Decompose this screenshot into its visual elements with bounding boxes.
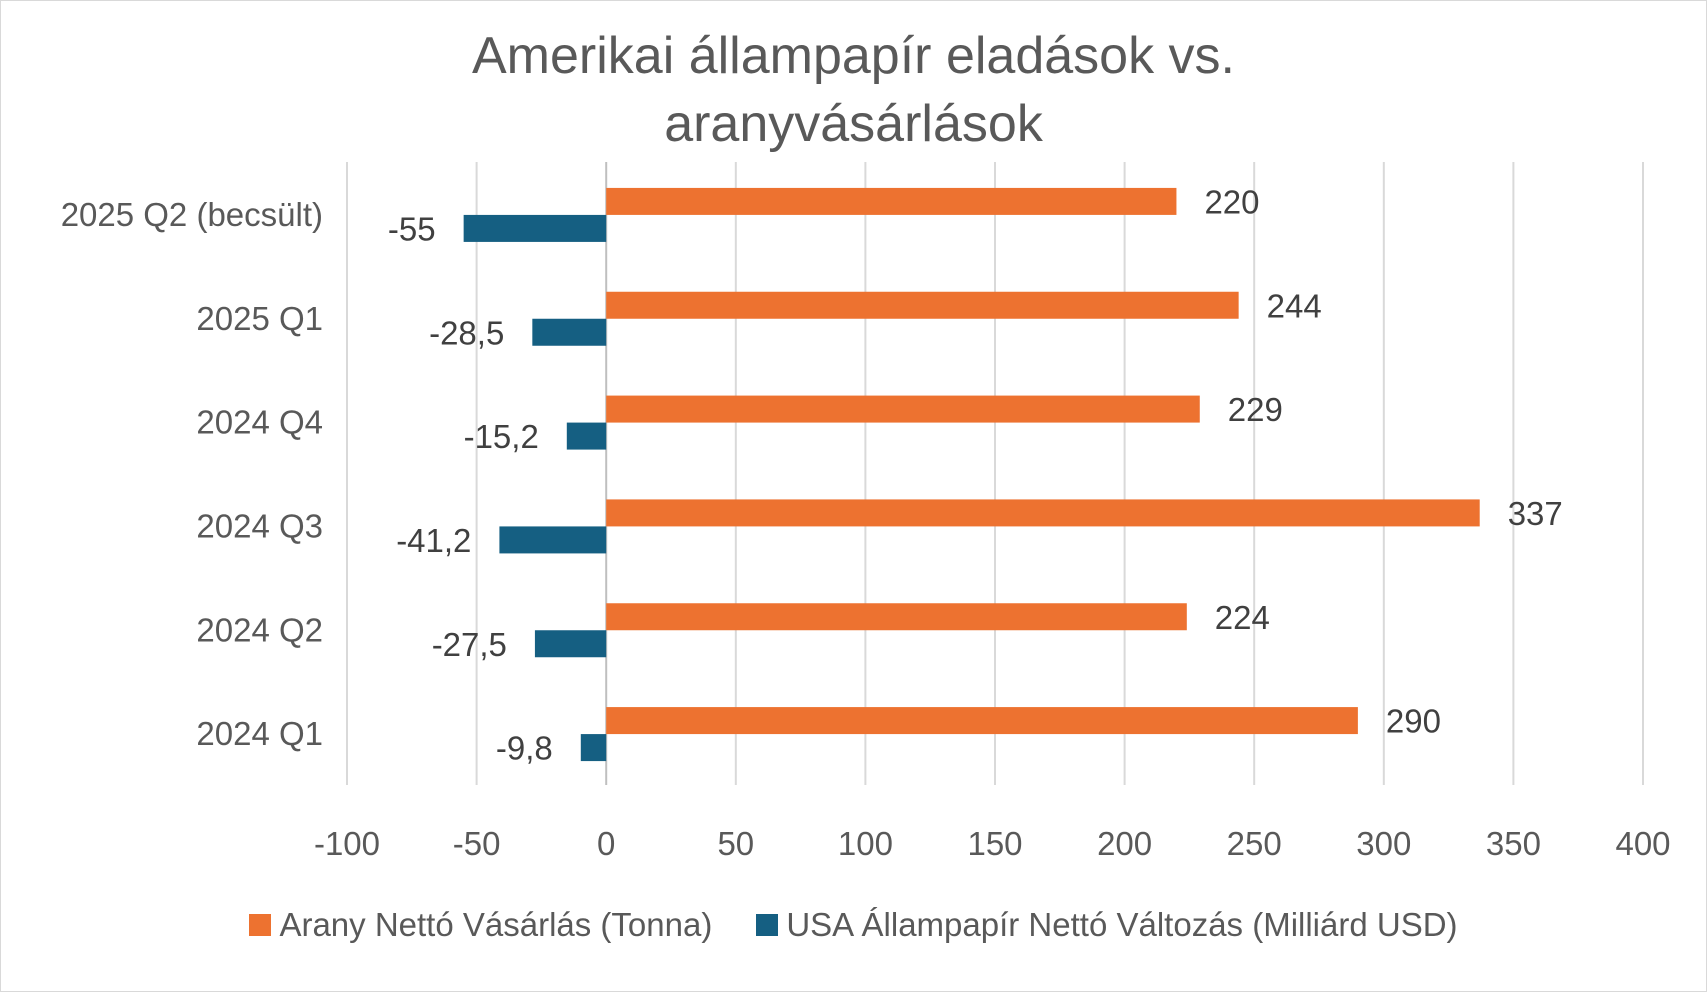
legend-item-treasury: USA Állampapír Nettó Változás (Milliárd … [756,906,1458,944]
bar-gold-2 [606,499,1480,527]
bar-gold-4 [606,291,1239,319]
x-tick-label-8: 300 [1356,825,1411,862]
category-axis: 2024 Q1 2024 Q2 2024 Q3 2024 Q4 2025 Q1 2025 … [61,196,323,752]
data-label-gold-3: 229 [1228,391,1283,428]
category-label-1: 2024 Q2 [196,611,323,648]
gridlines [346,162,1644,785]
x-tick-label-0: -100 [314,825,380,862]
data-label-treasury-1: -27,5 [432,626,507,663]
x-tick-label-10: 400 [1615,825,1670,862]
data-label-gold-5: 220 [1204,183,1259,220]
bar-treasury-1 [534,630,607,658]
chart-title: Amerikai állampapír eladások vs. aranyvá… [0,22,1707,158]
data-label-gold-1: 224 [1215,599,1270,636]
bar-gold-0 [606,707,1358,735]
chart-title-line-1: Amerikai állampapír eladások vs. [472,27,1235,85]
legend-swatch-treasury [756,914,779,936]
category-label-5: 2025 Q2 (becsült) [61,196,323,233]
bars [463,187,1480,762]
x-tick-label-5: 150 [967,825,1022,862]
data-labels: 290 224 337 229 244 220 -9,8 -27,5 -41,2 -15,2 -28… [388,183,1563,766]
bar-treasury-2 [499,526,607,554]
legend-label-gold: Arany Nettó Vásárlás (Tonna) [279,906,713,943]
category-label-2: 2024 Q3 [196,507,323,544]
x-tick-label-1: -50 [453,825,501,862]
x-tick-label-3: 50 [717,825,754,862]
bar-treasury-3 [566,422,607,450]
category-label-0: 2024 Q1 [196,715,323,752]
chart-title-line-2: aranyvásárlások [664,95,1043,153]
data-label-treasury-3: -15,2 [464,418,539,455]
data-label-gold-2: 337 [1508,495,1563,532]
legend: Arany Nettó Vásárlás (Tonna) USA Állampa… [0,900,1707,950]
bar-treasury-0 [580,734,607,762]
bar-treasury-4 [532,318,607,346]
bar-treasury-5 [463,214,607,242]
x-tick-label-9: 350 [1486,825,1541,862]
bar-gold-1 [606,603,1187,631]
bar-gold-3 [606,395,1200,423]
x-tick-label-6: 200 [1097,825,1152,862]
x-tick-label-4: 100 [838,825,893,862]
data-label-treasury-4: -28,5 [429,314,504,351]
data-label-treasury-0: -9,8 [496,730,553,767]
x-tick-label-2: 0 [597,825,615,862]
category-label-4: 2025 Q1 [196,300,323,337]
data-label-treasury-2: -41,2 [396,522,471,559]
legend-label-treasury: USA Állampapír Nettó Változás (Milliárd … [786,906,1458,943]
data-label-treasury-5: -55 [388,210,436,247]
legend-swatch-gold [249,914,272,936]
data-label-gold-0: 290 [1386,703,1441,740]
x-tick-label-7: 250 [1227,825,1282,862]
category-label-3: 2024 Q4 [196,404,323,441]
data-label-gold-4: 244 [1267,287,1322,324]
bar-gold-5 [606,187,1177,215]
legend-item-gold: Arany Nettó Vásárlás (Tonna) [249,906,712,944]
x-axis: -100 -50 0 50 100 150 200 250 300 350 400 [314,825,1671,862]
